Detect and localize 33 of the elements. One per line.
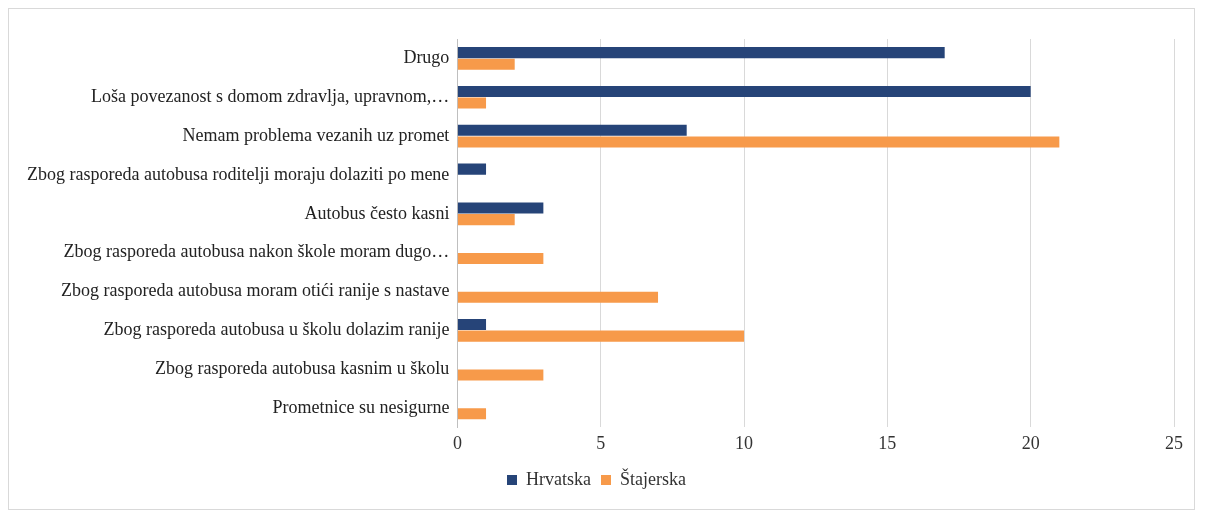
- bar: [457, 291, 659, 303]
- y-tick-label: Prometnice su nesigurne: [272, 396, 450, 417]
- bar: [457, 214, 515, 226]
- x-tick-label: 0: [452, 432, 462, 453]
- bar: [457, 252, 544, 264]
- y-tick-label: Nemam problema vezanih uz promet: [182, 124, 450, 145]
- x-tick-label: 10: [735, 432, 754, 453]
- bar: [457, 330, 745, 342]
- x-tick-label: 20: [1021, 432, 1040, 453]
- bar: [457, 202, 544, 214]
- bar: [457, 408, 487, 420]
- bar: [457, 124, 687, 136]
- y-tick-label: Loša povezanost s domom zdravlja, upravnom,…: [90, 85, 450, 106]
- y-tick-label: Autobus često kasni: [304, 202, 450, 223]
- y-tick-label: Zbog rasporeda autobusa nakon škole moram dugo…: [63, 241, 450, 262]
- y-tick-label: Zbog rasporeda autobusa moram otići ranije s nastave: [61, 280, 450, 301]
- bar: [457, 47, 945, 59]
- bar: [457, 369, 544, 381]
- legend-label: Hrvatska: [526, 468, 592, 489]
- x-tick-label: 5: [596, 432, 606, 453]
- y-tick-label: Zbog rasporeda autobusa u školu dolazim ranije: [103, 319, 450, 340]
- y-tick-label: Drugo: [403, 47, 450, 68]
- bar: [457, 163, 487, 175]
- y-tick-label: Zbog rasporeda autobusa kasnim u školu: [154, 357, 450, 378]
- bar: [457, 85, 1031, 97]
- legend-label: Štajerska: [620, 467, 686, 489]
- x-tick-label: 25: [1165, 432, 1183, 453]
- bar: [457, 318, 487, 331]
- x-tick-label: 15: [878, 432, 897, 453]
- bar: [457, 136, 1060, 148]
- bar: [457, 58, 515, 70]
- bar: [457, 97, 487, 109]
- y-tick-label: Zbog rasporeda autobusa roditelji moraju dolaziti po mene: [26, 163, 450, 184]
